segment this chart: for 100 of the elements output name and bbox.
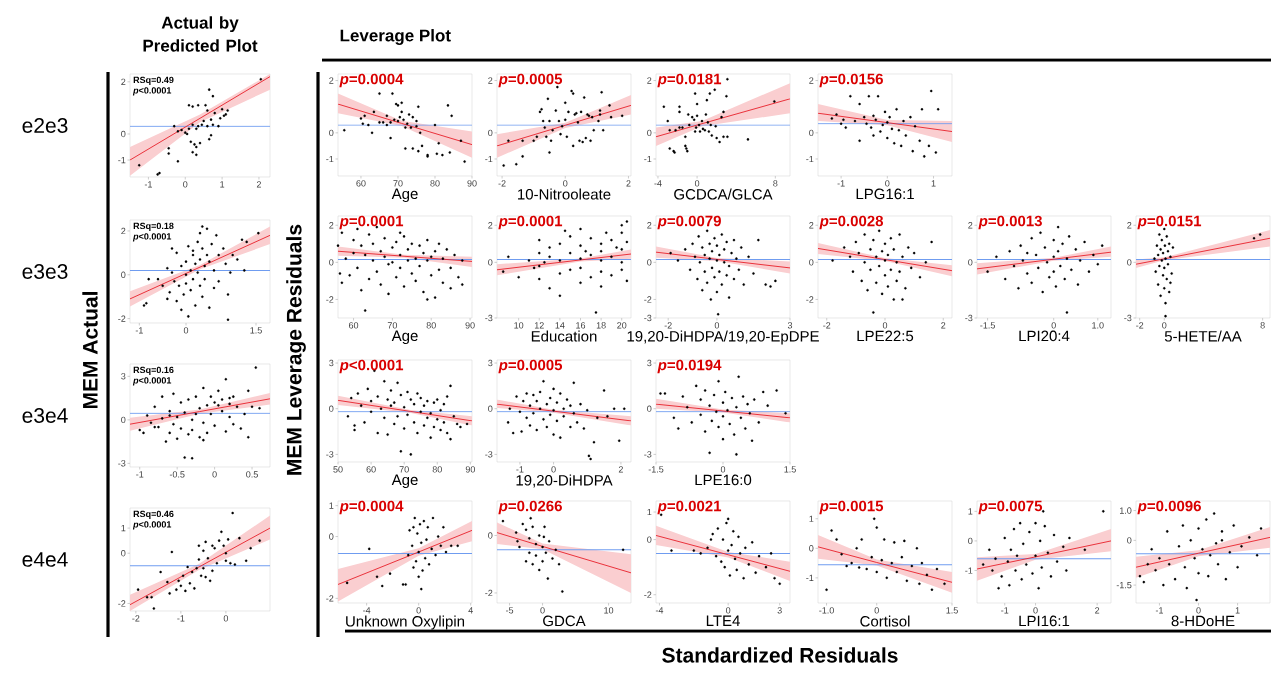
y-tick-label: -1 <box>485 155 493 163</box>
y-tick-label: -2 <box>326 296 334 303</box>
y-tick-label: 0 <box>1127 259 1132 266</box>
y-tick-label: 2 <box>809 77 814 84</box>
y-tick-label: 2 <box>968 222 973 229</box>
y-tick-label: 0 <box>647 259 652 266</box>
x-tick-label: 0 <box>1033 607 1038 614</box>
x-tick-label: -2 <box>132 615 140 622</box>
x-tick-label: 18 <box>596 322 606 329</box>
x-tick-label: -1 <box>135 327 143 334</box>
x-tick-label: 70 <box>399 466 409 473</box>
x-tick-label: 0 <box>540 607 545 614</box>
x-tick-label: 90 <box>467 180 477 187</box>
x-axis-title: LPI16:1 <box>1019 615 1070 627</box>
x-tick-label: 0 <box>1196 607 1201 614</box>
x-axis-title: Age <box>391 474 418 489</box>
annotation: p=0.0015 <box>819 500 884 515</box>
y-tick-label: -2 <box>644 296 652 303</box>
x-tick-label: 10 <box>604 607 614 614</box>
y-tick-label: 3 <box>647 359 652 367</box>
x-tick-label: 0 <box>720 466 726 473</box>
x-axis-title: 5-HETE/AA <box>1164 330 1242 342</box>
annotation: p=0.0021 <box>657 500 722 515</box>
x-tick-label: -2 <box>664 322 672 329</box>
x-tick-label: -0.5 <box>169 471 185 478</box>
y-tick-label: 0 <box>488 405 493 412</box>
y-tick-label: -1 <box>118 156 126 164</box>
x-tick-label: 50 <box>333 466 343 473</box>
y-tick-label: -3 <box>965 314 973 322</box>
x-tick-label: 12 <box>534 322 544 329</box>
annotation: p=0.0075 <box>978 500 1043 515</box>
y-tick-label: 2 <box>329 77 334 84</box>
y-tick-label: 0 <box>121 416 126 424</box>
x-axis-title: Age <box>391 188 418 203</box>
y-tick-label: -2 <box>485 589 493 597</box>
x-tick-label: 80 <box>426 322 436 329</box>
y-tick-label: 0 <box>329 405 334 412</box>
x-axis-title: Education <box>531 330 597 342</box>
y-tick-label: 1 <box>121 525 126 532</box>
annotation: p=0.0001 <box>339 215 404 230</box>
x-tick-label: 2 <box>256 181 261 188</box>
y-tick-label: 0 <box>809 259 814 266</box>
y-tick-label: 2 <box>329 222 334 229</box>
x-tick-label: -1 <box>1001 607 1009 614</box>
y-tick-label: 1.0 <box>1119 507 1132 514</box>
annotation: p=0.0096 <box>1137 500 1201 515</box>
x-tick-label: 0 <box>714 322 720 329</box>
y-tick-label: -3 <box>644 314 652 322</box>
x-axis-title: 10-Nitrooleate <box>518 188 611 200</box>
annotation: p=0.0079 <box>657 215 721 230</box>
x-tick-label: 60 <box>348 322 359 329</box>
x-tick-label: 2 <box>618 466 623 473</box>
x-tick-label: 3 <box>787 322 793 329</box>
x-tick-label: 70 <box>387 322 398 329</box>
x-tick-label: -1 <box>516 466 524 473</box>
y-tick-label: 2 <box>121 227 126 235</box>
y-tick-label: 1 <box>329 502 334 509</box>
annotation: p<0.0001 <box>132 377 172 386</box>
x-axis-title: 19,20-DiHDPA <box>516 474 613 488</box>
text: Standardized Residuals <box>662 647 898 663</box>
text: e3e3 <box>22 264 68 279</box>
x-tick-label: 4 <box>468 607 473 614</box>
annotation: p<0.0001 <box>339 359 404 374</box>
x-tick-label: -1 <box>144 181 152 188</box>
x-tick-label: 0.5 <box>246 471 258 478</box>
x-tick-label: 1.0 <box>1092 322 1104 329</box>
x-tick-label: 0 <box>183 327 189 334</box>
x-tick-label: -2 <box>498 180 506 187</box>
x-axis-title: LPG16:1 <box>856 188 914 200</box>
y-tick-label: 3 <box>488 359 493 367</box>
annotation: p=0.0013 <box>978 215 1042 230</box>
x-tick-label: 1 <box>220 181 225 188</box>
x-tick-label: -4 <box>655 607 664 614</box>
y-tick-label: -3 <box>326 451 334 458</box>
y-axis-title: MEM Leverage Residuals <box>286 224 306 475</box>
x-tick-label: 1 <box>931 180 936 187</box>
annotation: p=0.0005 <box>498 73 563 88</box>
x-tick-label: -4 <box>363 607 371 614</box>
x-axis-title: Age <box>391 330 418 345</box>
x-axis-title: LPI20:4 <box>1019 330 1070 342</box>
y-tick-label: 0 <box>488 532 493 539</box>
text: e3e4 <box>22 408 68 423</box>
annotation: p=0.0194 <box>657 359 722 374</box>
y-tick-label: 2 <box>1127 222 1132 229</box>
x-tick-label: 16 <box>576 322 586 329</box>
y-tick-label: -1 <box>644 155 652 163</box>
x-axis-title: LPE22:5 <box>857 330 914 342</box>
y-tick-label: 0 <box>121 271 126 278</box>
x-tick-label: -2 <box>823 322 831 329</box>
x-tick-label: 0 <box>183 181 188 188</box>
y-tick-label: -2 <box>326 595 334 602</box>
y-tick-label: -3 <box>485 314 493 322</box>
y-tick-label: 3 <box>329 359 334 367</box>
x-tick-label: -2 <box>1136 322 1144 329</box>
y-tick-label: 0 <box>647 405 652 412</box>
y-tick-label: 0 <box>329 533 334 540</box>
annotation: p<0.0001 <box>132 521 172 530</box>
x-tick-label: 0 <box>874 607 879 614</box>
y-tick-label: -1 <box>965 567 973 574</box>
x-axis-title: Cortisol <box>860 615 910 627</box>
